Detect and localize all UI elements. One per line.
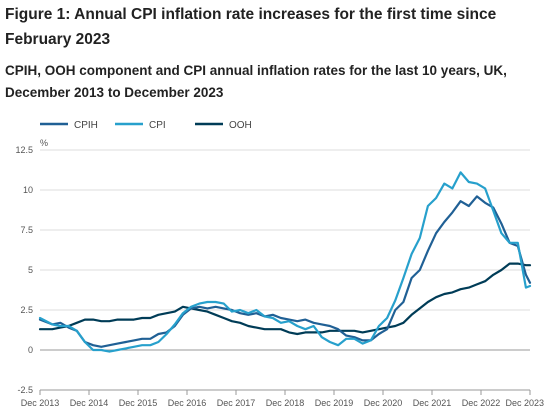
y-tick-label: -2.5 — [17, 385, 33, 395]
chart-subtitle: CPIH, OOH component and CPI annual infla… — [5, 63, 507, 100]
legend-label: CPI — [149, 120, 166, 131]
legend-item-ooh: OOH — [195, 120, 252, 131]
x-tick-label: Dec 2017 — [217, 398, 256, 408]
legend-item-cpi: CPI — [115, 120, 166, 131]
x-axis-ticks: Dec 2013 Dec 2014 Dec 2015 Dec 2016 Dec 2017… — [21, 389, 544, 408]
series-line-ooh — [38, 262, 532, 336]
x-tick-label: Dec 2020 — [364, 398, 403, 408]
line-chart: CPIH CPI OOH % 12.5 10 7.5 5 2.5 0 -2.5 Dec 2013… — [15, 120, 544, 408]
chart-title: Figure 1: Annual CPI inflation rate incr… — [5, 6, 497, 48]
legend-label: OOH — [229, 120, 252, 131]
series-line-cpi — [38, 171, 532, 353]
y-tick-label: 10 — [23, 185, 33, 195]
chart-legend: CPIH CPI OOH — [40, 120, 252, 131]
x-tick-label: Dec 2018 — [266, 398, 305, 408]
x-tick-label: Dec 2015 — [119, 398, 158, 408]
x-tick-label: Dec 2014 — [70, 398, 109, 408]
y-tick-label: 12.5 — [15, 145, 33, 155]
y-tick-label: 7.5 — [20, 225, 33, 235]
x-tick-label: Dec 2019 — [315, 398, 354, 408]
y-tick-label: 2.5 — [20, 305, 33, 315]
x-tick-label: Dec 2022 — [462, 398, 501, 408]
series-line-cpih — [38, 195, 532, 348]
legend-item-cpih: CPIH — [40, 120, 98, 131]
legend-label: CPIH — [74, 120, 98, 131]
gridlines — [40, 149, 530, 391]
y-axis-label: % — [40, 138, 48, 148]
y-tick-label: 0 — [28, 345, 33, 355]
x-tick-label: Dec 2013 — [21, 398, 60, 408]
series-lines — [38, 171, 532, 353]
y-axis-ticks: 12.5 10 7.5 5 2.5 0 -2.5 — [15, 145, 33, 395]
y-tick-label: 5 — [28, 265, 33, 275]
x-tick-label: Dec 2021 — [413, 398, 452, 408]
x-tick-label: Dec 2023 — [505, 398, 544, 408]
x-tick-label: Dec 2016 — [168, 398, 207, 408]
